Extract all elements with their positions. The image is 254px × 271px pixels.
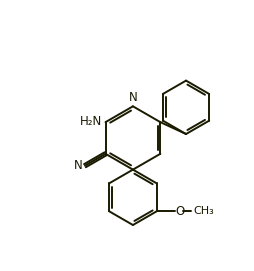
Text: CH₃: CH₃ <box>194 206 214 216</box>
Text: H₂N: H₂N <box>80 115 103 128</box>
Text: N: N <box>129 91 137 104</box>
Text: O: O <box>176 205 185 218</box>
Text: N: N <box>74 159 83 172</box>
